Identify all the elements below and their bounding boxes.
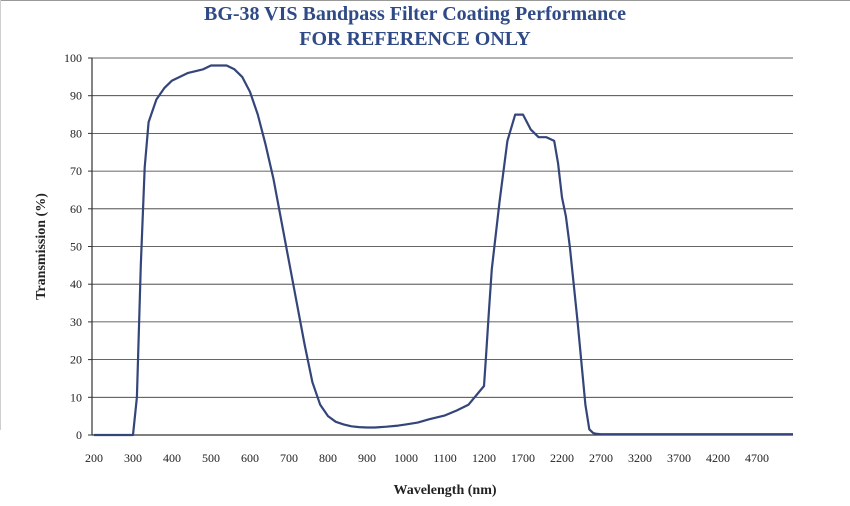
x-tick-label: 3200 <box>628 451 652 465</box>
x-tick-label: 800 <box>319 451 337 465</box>
x-tick-label: 2200 <box>550 451 574 465</box>
x-tick-label: 4200 <box>706 451 730 465</box>
y-tick-label: 90 <box>70 89 82 103</box>
x-tick-label: 300 <box>124 451 142 465</box>
x-tick-label: 500 <box>202 451 220 465</box>
x-tick-label: 400 <box>163 451 181 465</box>
x-tick-label: 4700 <box>745 451 769 465</box>
x-tick-label: 1700 <box>511 451 535 465</box>
y-tick-label: 70 <box>70 164 82 178</box>
x-tick-label: 600 <box>241 451 259 465</box>
y-tick-label: 60 <box>70 202 82 216</box>
x-tick-label: 1100 <box>433 451 457 465</box>
y-tick-label: 10 <box>70 390 82 404</box>
y-tick-label: 0 <box>76 428 82 442</box>
x-tick-label: 700 <box>280 451 298 465</box>
y-tick-label: 50 <box>70 240 82 254</box>
top-border <box>0 0 850 1</box>
grid-lines <box>88 57 793 436</box>
chart-title: BG-38 VIS Bandpass Filter Coating Perfor… <box>203 3 627 25</box>
y-tick-label: 20 <box>70 353 82 367</box>
x-tick-label: 200 <box>85 451 103 465</box>
y-tick-label: 100 <box>64 51 82 65</box>
x-tick-label: 2700 <box>589 451 613 465</box>
y-axis-label: Transmission (%) <box>34 193 49 300</box>
chart-subtitle: FOR REFERENCE ONLY <box>299 28 531 50</box>
left-border <box>0 0 1 430</box>
y-tick-label: 80 <box>70 126 82 140</box>
x-tick-label: 900 <box>358 451 376 465</box>
x-tick-labels: 200 300 400 500 600 700 800 900 1000 1100 1200 1700… <box>85 451 769 465</box>
x-axis-label: Wavelength (nm) <box>393 483 496 498</box>
y-tick-label: 30 <box>70 315 82 329</box>
y-tick-label: 40 <box>70 277 82 291</box>
x-tick-label: 3700 <box>667 451 691 465</box>
x-tick-label: 1200 <box>472 451 496 465</box>
y-tick-labels: 0 10 20 30 40 50 60 70 80 90 100 <box>64 51 82 442</box>
x-tick-label: 1000 <box>394 451 418 465</box>
transmission-curve <box>94 64 793 437</box>
